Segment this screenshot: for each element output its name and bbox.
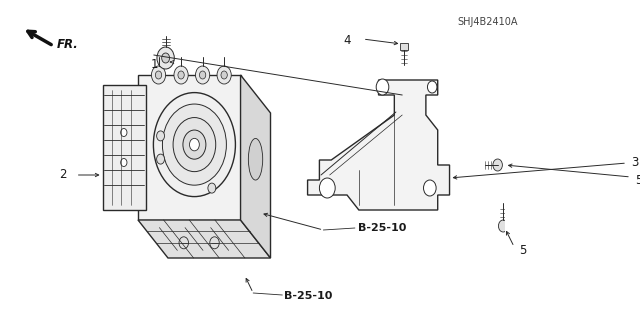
Circle shape	[162, 53, 170, 63]
Circle shape	[121, 129, 127, 137]
Text: B-25-10: B-25-10	[284, 291, 332, 301]
Circle shape	[319, 178, 335, 198]
Circle shape	[157, 131, 164, 141]
Ellipse shape	[248, 138, 262, 180]
Circle shape	[376, 79, 389, 95]
Circle shape	[217, 66, 231, 84]
Circle shape	[121, 159, 127, 167]
Text: 4: 4	[344, 33, 351, 47]
Text: B-25-10: B-25-10	[358, 223, 406, 233]
Circle shape	[152, 66, 166, 84]
Polygon shape	[138, 220, 271, 258]
Circle shape	[157, 47, 174, 69]
Circle shape	[154, 93, 236, 197]
Polygon shape	[102, 85, 146, 210]
Circle shape	[156, 71, 162, 79]
Bar	[400, 43, 408, 50]
Circle shape	[493, 159, 502, 171]
Circle shape	[174, 66, 188, 84]
Circle shape	[183, 130, 206, 159]
Text: 2: 2	[60, 168, 67, 182]
Text: 1: 1	[150, 57, 157, 70]
Circle shape	[173, 118, 216, 172]
Circle shape	[221, 71, 227, 79]
Text: FR.: FR.	[57, 38, 79, 50]
Polygon shape	[138, 75, 241, 220]
Circle shape	[424, 180, 436, 196]
Circle shape	[163, 104, 227, 185]
Text: 5: 5	[635, 174, 640, 187]
Polygon shape	[308, 80, 449, 210]
Circle shape	[210, 237, 220, 249]
Circle shape	[157, 154, 164, 164]
Circle shape	[499, 220, 508, 232]
Circle shape	[208, 183, 216, 193]
Polygon shape	[241, 75, 271, 258]
Circle shape	[189, 138, 199, 151]
Circle shape	[200, 71, 206, 79]
Text: 5: 5	[519, 243, 526, 256]
Circle shape	[428, 81, 437, 93]
Text: SHJ4B2410A: SHJ4B2410A	[458, 17, 518, 27]
Circle shape	[178, 71, 184, 79]
Circle shape	[179, 237, 189, 249]
Circle shape	[195, 66, 210, 84]
Text: 3: 3	[631, 157, 638, 169]
